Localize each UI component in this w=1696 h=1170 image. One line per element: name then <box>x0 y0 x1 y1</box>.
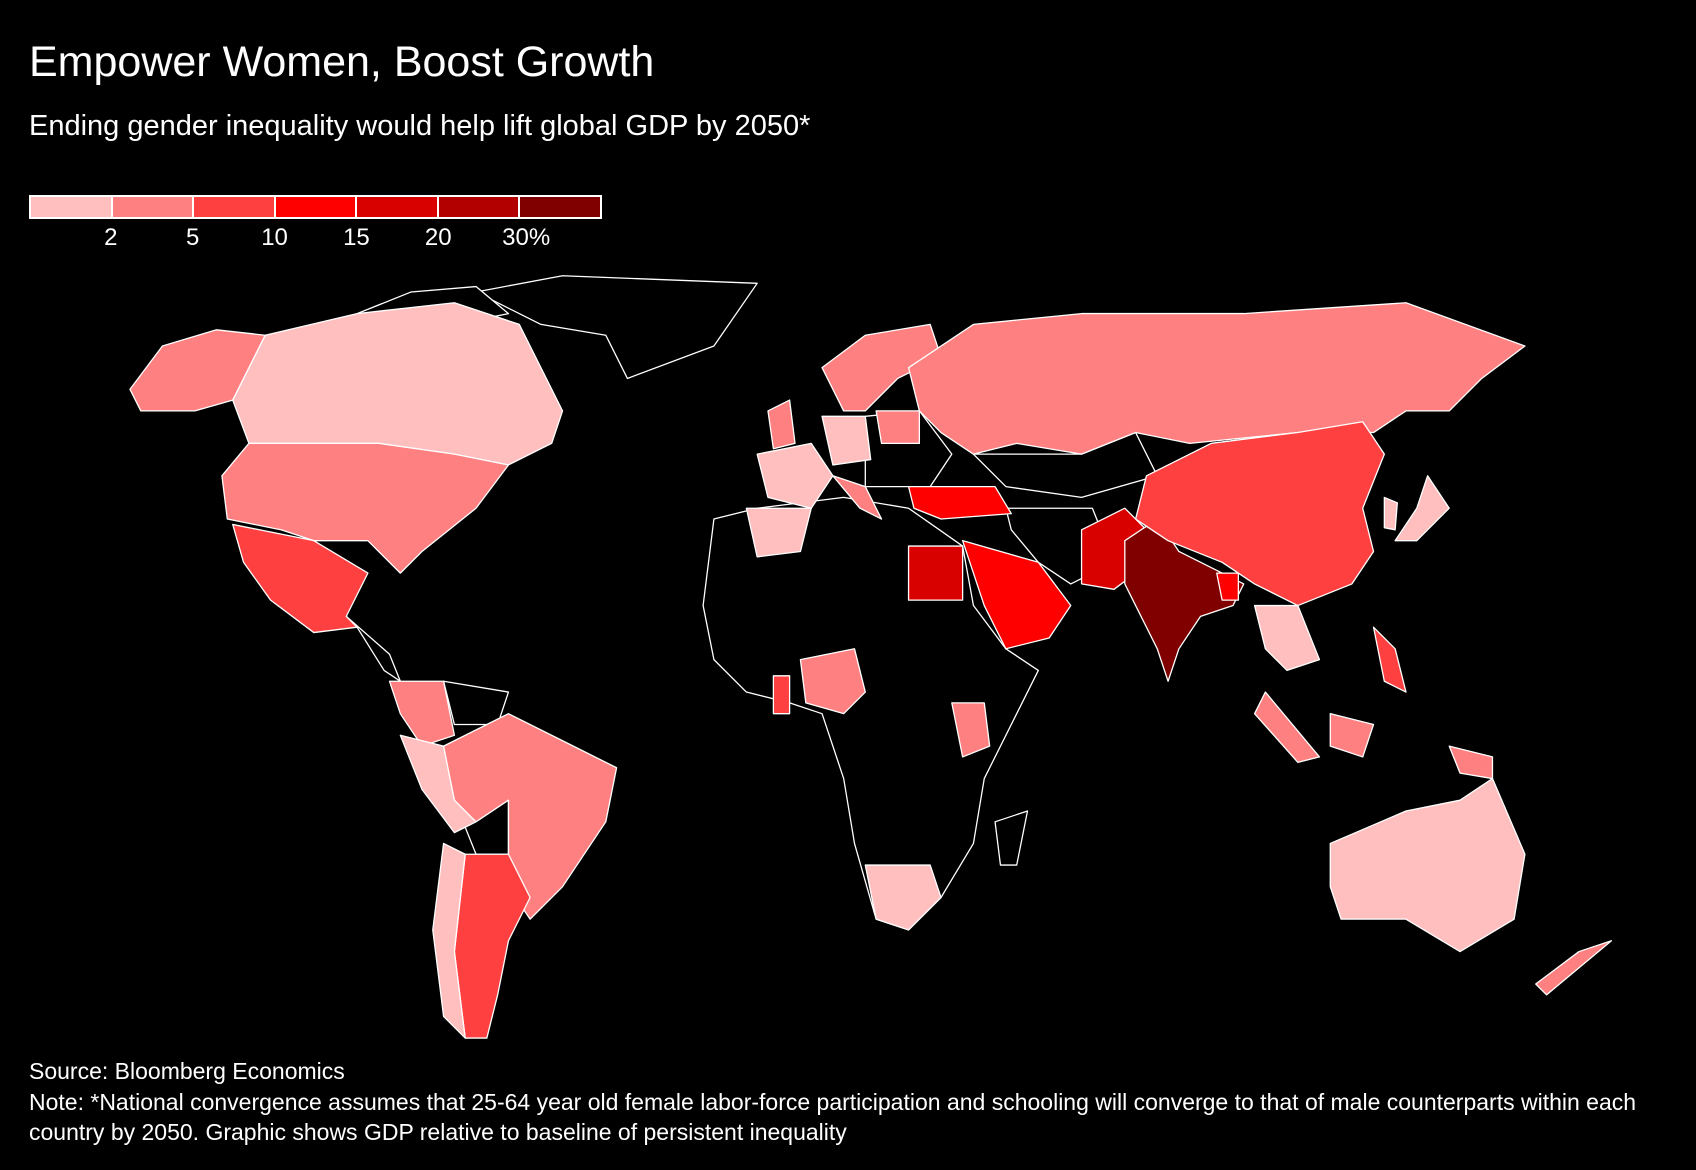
note-text: Note: *National convergence assumes that… <box>29 1089 1637 1145</box>
country-thailand-vietnam <box>1253 604 1321 672</box>
country-india <box>1124 518 1245 682</box>
legend-label: 5 <box>186 224 200 251</box>
legend-swatch <box>194 197 274 217</box>
country-germany <box>821 415 872 466</box>
africa-region <box>702 496 1039 931</box>
country-ghana <box>772 675 791 715</box>
country-indonesia <box>1253 691 1321 763</box>
country-nigeria <box>799 648 866 715</box>
country-saudi-arabia <box>961 540 1072 650</box>
country-indonesia-island <box>1448 745 1494 780</box>
country-china <box>1134 421 1385 607</box>
legend-label: 30% <box>502 224 551 251</box>
country-south-africa <box>864 864 942 931</box>
country-mexico <box>232 523 369 634</box>
madagascar-region <box>994 810 1029 866</box>
legend-swatch <box>112 197 193 217</box>
color-legend <box>29 195 602 219</box>
legend-label: 20 <box>424 224 452 251</box>
legend-swatch <box>438 197 519 217</box>
country-bangladesh <box>1216 572 1240 601</box>
country-australia <box>1329 777 1526 953</box>
country-russia <box>907 302 1526 455</box>
greenland-region <box>475 275 758 380</box>
country-south-korea <box>1383 496 1398 531</box>
legend-swatch <box>31 197 111 217</box>
legend-swatch <box>520 197 601 217</box>
country-italy <box>832 475 883 520</box>
country-turkey <box>907 485 1012 520</box>
country-united-states <box>221 442 510 574</box>
country-indonesia-island <box>1329 713 1375 758</box>
country-argentina <box>453 853 531 1039</box>
legend-label: 2 <box>104 224 118 251</box>
legend-label: 15 <box>343 224 370 251</box>
source-text: Source: Bloomberg Economics <box>29 1058 345 1084</box>
country-new-zealand <box>1535 940 1613 996</box>
country-philippines <box>1372 626 1407 693</box>
country-kenya <box>951 702 991 758</box>
country-brazil <box>442 713 618 920</box>
country-poland <box>875 410 921 444</box>
chart-subtitle: Ending gender inequality would help lift… <box>29 110 811 142</box>
country-japan <box>1394 475 1450 542</box>
country-france <box>756 442 834 509</box>
country-united-kingdom <box>767 399 796 450</box>
country-egypt <box>907 545 964 601</box>
country-colombia <box>388 680 456 747</box>
country-canada <box>232 302 564 466</box>
country-alaska-us- <box>129 329 266 412</box>
chart-title: Empower Women, Boost Growth <box>29 38 655 86</box>
country-chile <box>432 842 466 1039</box>
legend-swatch <box>357 197 437 217</box>
country-spain <box>745 507 812 558</box>
legend-swatch <box>275 197 356 217</box>
legend-label: 10 <box>261 224 288 251</box>
